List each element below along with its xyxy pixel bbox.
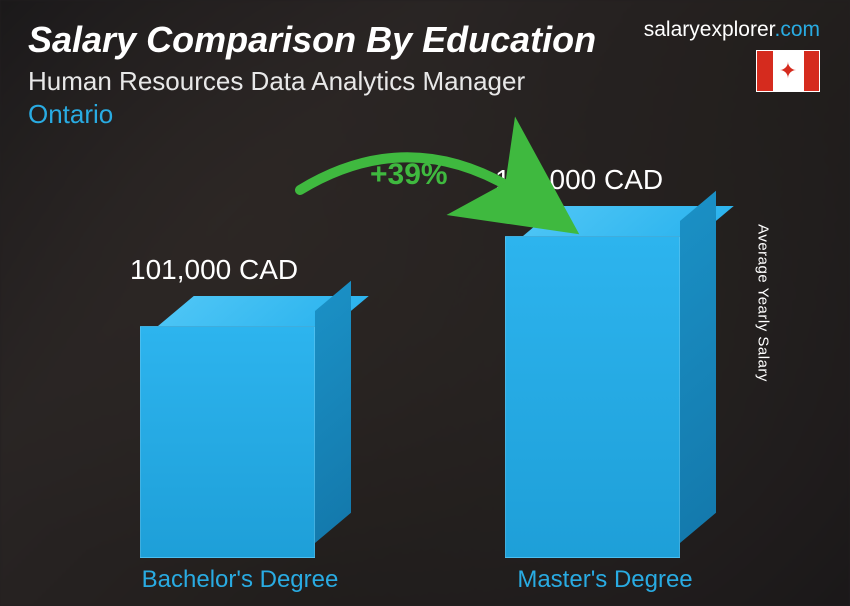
brand-suffix: .com bbox=[774, 18, 820, 41]
chart-subtitle: Human Resources Data Analytics Manager bbox=[28, 66, 822, 97]
flag-band-left bbox=[757, 51, 773, 91]
brand-logo: salaryexplorer.com bbox=[644, 18, 820, 42]
bar-value-1: 140,000 CAD bbox=[495, 164, 663, 196]
country-flag-canada: ✦ bbox=[756, 50, 820, 92]
bar-label-1: Master's Degree bbox=[475, 566, 735, 594]
bar-front-1 bbox=[505, 236, 680, 558]
maple-leaf-icon: ✦ bbox=[779, 60, 797, 82]
bar-0 bbox=[140, 326, 315, 558]
increase-percentage: +39% bbox=[370, 158, 448, 192]
y-axis-label: Average Yearly Salary bbox=[755, 224, 772, 382]
bar-3d-1 bbox=[505, 236, 680, 558]
bar-1 bbox=[505, 236, 680, 558]
bar-value-0: 101,000 CAD bbox=[130, 254, 298, 286]
flag-band-right bbox=[804, 51, 820, 91]
brand-name: salaryexplorer bbox=[644, 18, 775, 41]
bar-side-0 bbox=[315, 281, 351, 543]
bar-side-1 bbox=[680, 191, 716, 543]
bar-front-0 bbox=[140, 326, 315, 558]
flag-band-center: ✦ bbox=[773, 51, 804, 91]
chart-location: Ontario bbox=[28, 99, 822, 130]
content-container: Salary Comparison By Education Human Res… bbox=[0, 0, 850, 606]
bar-3d-0 bbox=[140, 326, 315, 558]
bar-label-0: Bachelor's Degree bbox=[110, 566, 370, 594]
